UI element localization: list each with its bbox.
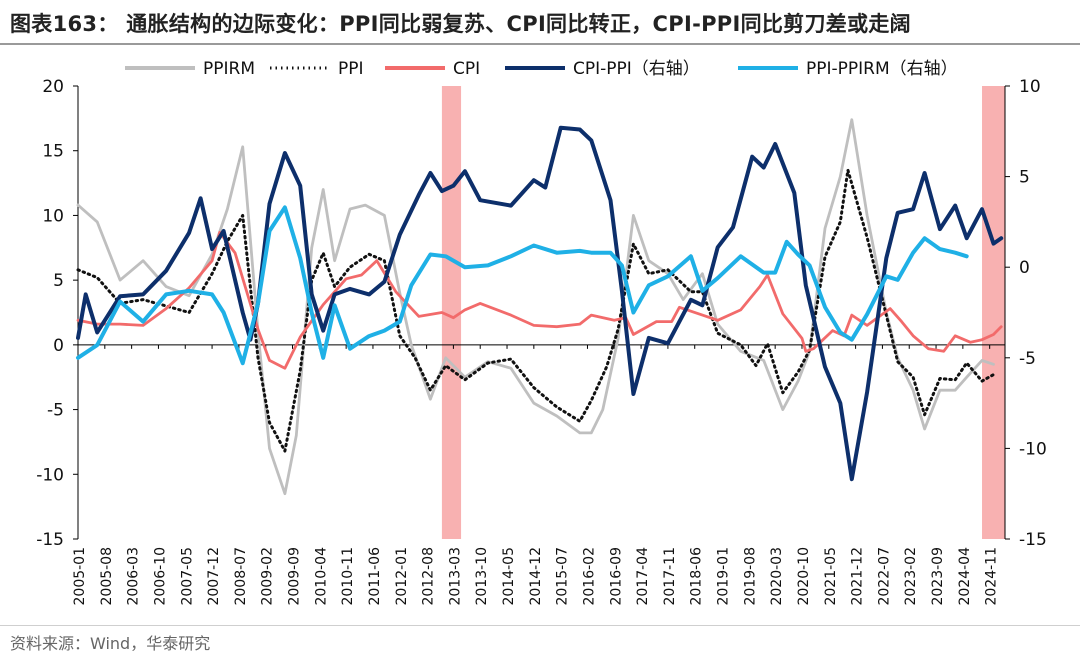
- left-tick-label: 20: [42, 77, 64, 97]
- left-tick-label: 0: [53, 336, 64, 356]
- left-tick-label: 5: [53, 271, 64, 291]
- x-tick-label: 2013-03: [447, 547, 463, 606]
- x-tick-label: 2020-10: [796, 547, 812, 606]
- x-tick-label: 2017-11: [662, 547, 678, 606]
- series-line-3: [76, 230, 1003, 370]
- x-tick-label: 2019-01: [716, 547, 732, 606]
- x-tick-label: 2006-03: [126, 547, 142, 606]
- right-tick-label: -10: [1019, 439, 1047, 459]
- legend-label-4: CPI-PPI（右轴）: [573, 59, 700, 79]
- title-divider: [0, 43, 1080, 45]
- legend-label-1: PPIRM: [203, 59, 255, 79]
- x-tick-label: 2016-02: [581, 547, 597, 606]
- x-tick-label: 2008-07: [233, 547, 249, 606]
- x-tick-label: 2016-09: [608, 547, 624, 606]
- series-line-4: [76, 125, 1004, 482]
- x-tick-label: 2022-07: [876, 547, 892, 606]
- x-tick-label: 2005-01: [72, 547, 88, 606]
- x-tick-label: 2012-08: [421, 547, 437, 606]
- legend: PPIRM PPI CPI CPI-PPI（右轴） PPI-PPIRM（右轴）: [125, 59, 958, 79]
- x-tick-label: 2023-09: [930, 547, 946, 606]
- chart-title: 图表163： 通胀结构的边际变化：PPI同比弱复苏、CPI同比转正，CPI-PP…: [10, 12, 911, 36]
- right-tick-label: 0: [1019, 258, 1030, 278]
- series-line-5: [76, 205, 969, 366]
- left-tick-label: -5: [47, 401, 64, 421]
- x-tick-label: 2010-04: [313, 547, 329, 606]
- x-tick-label: 2015-07: [555, 547, 571, 606]
- x-tick-label: 2017-04: [635, 547, 651, 606]
- left-tick-label: 15: [42, 142, 64, 162]
- source-note: 资料来源：Wind，华泰研究: [10, 634, 211, 653]
- x-tick-label: 2007-12: [206, 547, 222, 606]
- x-tick-label: 2009-09: [287, 547, 303, 606]
- footer-divider: [0, 625, 1080, 626]
- series-lines: [76, 118, 1004, 496]
- shaded-period-1: [441, 86, 462, 539]
- legend-label-5: PPI-PPIRM（右轴）: [806, 59, 958, 79]
- left-tick-label: 10: [42, 206, 64, 226]
- shaded-periods: [441, 86, 1005, 539]
- x-tick-label: 2024-04: [957, 547, 973, 606]
- x-tick-label: 2013-10: [474, 547, 490, 606]
- x-tick-label: 2007-05: [179, 547, 195, 606]
- right-tick-label: -15: [1019, 530, 1047, 550]
- x-tick-label: 2012-01: [394, 547, 410, 606]
- x-tick-label: 2011-06: [367, 547, 383, 606]
- x-tick-label: 2014-05: [501, 547, 517, 606]
- legend-label-3: CPI: [453, 59, 480, 79]
- x-tick-label: 2021-05: [823, 547, 839, 606]
- right-tick-label: -5: [1019, 349, 1036, 369]
- series-line-2: [76, 168, 995, 453]
- x-tick-label: 2005-08: [99, 547, 115, 606]
- shaded-period-2: [982, 86, 1005, 539]
- left-tick-label: -15: [36, 530, 64, 550]
- x-tick-label: 2020-03: [769, 547, 785, 606]
- line-chart: -15 -10 -5 0 5 10 15 20 -15 -10 -5 0 5 10 2005-01 2005-…: [36, 59, 1047, 606]
- x-tick-label: 2021-12: [850, 547, 866, 606]
- right-tick-label: 10: [1019, 77, 1041, 97]
- x-tick-label: 2006-10: [152, 547, 168, 606]
- x-tick-label: 2019-08: [742, 547, 758, 606]
- x-tick-label: 2010-11: [340, 547, 356, 606]
- x-tick-label: 2014-12: [528, 547, 544, 606]
- axes: -15 -10 -5 0 5 10 15 20 -15 -10 -5 0 5 10 2005-01 2005-…: [36, 77, 1047, 606]
- x-tick-label: 2024-11: [984, 547, 1000, 606]
- right-tick-label: 5: [1019, 168, 1030, 188]
- x-tick-label: 2018-06: [689, 547, 705, 606]
- x-tick-label: 2023-02: [903, 547, 919, 606]
- left-tick-label: -10: [36, 465, 64, 485]
- series-line-1: [76, 118, 995, 496]
- legend-label-2: PPI: [338, 59, 364, 79]
- x-tick-label: 2009-02: [260, 547, 276, 606]
